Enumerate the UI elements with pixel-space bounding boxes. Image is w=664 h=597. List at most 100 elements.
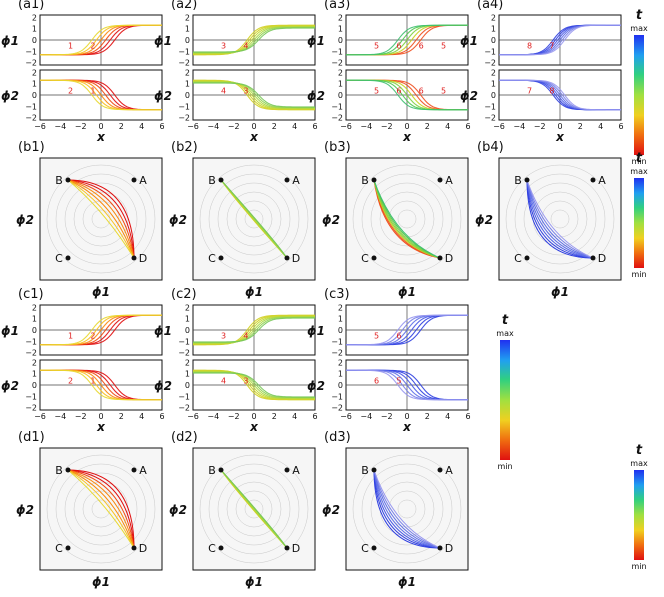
x-tick-label: −6	[340, 412, 352, 421]
profile-curve	[193, 26, 315, 54]
profile-curve	[193, 82, 315, 108]
path-curve	[526, 179, 594, 259]
y-tick-label: 2	[32, 358, 37, 367]
x-tick-label: −4	[54, 122, 66, 131]
x-tick-label: 6	[465, 412, 470, 421]
y-tick-label: 1	[185, 315, 190, 324]
x-tick-label: −4	[513, 122, 525, 131]
profile-curve	[193, 80, 315, 110]
path-curve	[67, 469, 135, 549]
y-tick-label: 1	[32, 80, 37, 89]
annotation-label: 6	[419, 86, 424, 95]
y-tick-label: 0	[338, 326, 343, 335]
y-tick-label: 2	[32, 303, 37, 312]
phi1-axis-label: ϕ1	[154, 34, 172, 48]
y-tick-label: 0	[491, 36, 496, 45]
y-tick-label: −1	[331, 102, 343, 111]
minimum-label: B	[514, 174, 522, 187]
annotation-label: 2	[68, 376, 73, 385]
minimum-label: D	[445, 542, 453, 555]
contour-line	[199, 454, 309, 564]
y-tick-label: 0	[185, 381, 190, 390]
minimum-label: D	[139, 252, 147, 265]
contour-line	[505, 164, 615, 274]
colorbar-min-label: min	[631, 157, 646, 166]
colorbar-min-label: min	[497, 462, 512, 471]
minimum-label: B	[208, 464, 216, 477]
minimum-point	[131, 467, 137, 473]
panel-label: (d3)	[324, 430, 351, 445]
y-tick-label: 1	[185, 25, 190, 34]
phi2-axis-label: ϕ2	[169, 503, 187, 517]
path-curve	[526, 179, 594, 259]
x-axis-label: x	[249, 420, 259, 434]
path-panel: (b3) A B C D	[324, 140, 469, 281]
path-curve	[373, 469, 441, 549]
path-curve	[67, 179, 135, 259]
panel-label: (c2)	[171, 287, 197, 302]
minimum-point	[437, 177, 443, 183]
minimum-point	[65, 545, 71, 551]
y-tick-label: −2	[484, 114, 496, 123]
profile-curve	[193, 316, 315, 344]
minimum-label: A	[445, 464, 453, 477]
x-tick-label: 0	[98, 122, 103, 131]
y-tick-label: 0	[185, 91, 190, 100]
x-tick-label: 6	[312, 122, 317, 131]
contour-line	[244, 499, 264, 519]
y-tick-label: 2	[32, 68, 37, 77]
colorbar-title: t	[636, 443, 643, 458]
minimum-label: B	[208, 174, 216, 187]
y-tick-label: 1	[491, 25, 496, 34]
annotation-label: 7	[527, 86, 532, 95]
minimum-point	[371, 177, 377, 183]
path-curve	[526, 179, 594, 259]
contour-line	[550, 209, 570, 229]
phi1-axis-label: ϕ1	[1, 34, 19, 48]
minimum-label: D	[445, 252, 453, 265]
contour-line	[64, 182, 138, 256]
x-tick-label: 6	[465, 122, 470, 131]
colorbar-title: t	[636, 8, 643, 23]
profile-curve	[193, 370, 315, 400]
colorbar-bar	[634, 178, 644, 268]
minimum-label: C	[361, 542, 369, 555]
minimum-label: C	[208, 252, 216, 265]
x-axis-label: x	[402, 420, 412, 434]
phi1-axis-label: ϕ1	[92, 575, 110, 589]
x-tick-label: 4	[292, 122, 297, 131]
annotation-label: 6	[374, 376, 379, 385]
path-curve	[67, 179, 135, 259]
y-tick-label: 2	[32, 13, 37, 22]
y-tick-label: 0	[32, 36, 37, 45]
profile-curve	[40, 314, 162, 346]
minimum-label: A	[139, 464, 147, 477]
landscape-frame	[498, 157, 622, 281]
minimum-label: A	[445, 174, 453, 187]
x-tick-label: 2	[425, 412, 430, 421]
y-tick-label: 1	[338, 315, 343, 324]
x-tick-label: 0	[98, 412, 103, 421]
contour-line	[361, 173, 453, 265]
path-curve	[67, 469, 135, 549]
annotation-label: 4	[221, 86, 226, 95]
panel-label: (b3)	[324, 140, 351, 155]
x-axis-label: x	[249, 130, 259, 144]
minimum-point	[65, 255, 71, 261]
annotation-label: 1	[68, 42, 73, 51]
x-tick-label: −2	[381, 122, 393, 131]
path-panel: (d3) A B C D	[324, 430, 469, 571]
minimum-point	[590, 177, 596, 183]
minimum-point	[218, 467, 224, 473]
minimum-point	[284, 545, 290, 551]
y-tick-label: 0	[338, 381, 343, 390]
x-tick-label: 0	[251, 412, 256, 421]
y-tick-label: 1	[32, 315, 37, 324]
profile-curve	[193, 25, 315, 55]
minimum-point	[284, 255, 290, 261]
minimum-label: B	[55, 174, 63, 187]
y-tick-label: 0	[32, 326, 37, 335]
y-tick-label: 0	[32, 381, 37, 390]
